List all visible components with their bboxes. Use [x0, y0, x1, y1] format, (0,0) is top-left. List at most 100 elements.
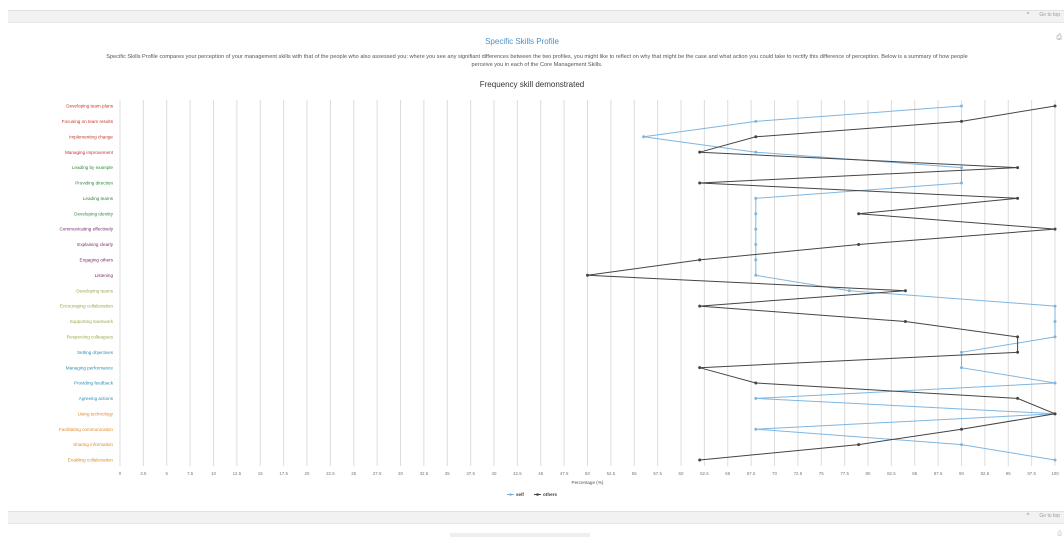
- x-tick-label: 32.5: [420, 471, 429, 476]
- x-tick-label: 80: [866, 471, 871, 476]
- x-tick-label: 87.5: [934, 471, 943, 476]
- category-label: Developing teams: [76, 288, 113, 293]
- data-point-others: [1016, 335, 1020, 339]
- category-label: Supporting teamwork: [70, 319, 114, 324]
- x-tick-label: 22.5: [326, 471, 335, 476]
- x-tick-label: 90: [959, 471, 964, 476]
- legend-label-self: self: [516, 492, 524, 497]
- section-title: Specific Skills Profile: [485, 37, 559, 46]
- x-tick-label: 62.5: [700, 471, 709, 476]
- category-label: Facilitating communication: [59, 427, 114, 432]
- x-tick-label: 40: [492, 471, 497, 476]
- category-label: Setting objectives: [77, 350, 114, 355]
- collapse-label-bottom: Go to top: [1039, 513, 1060, 519]
- chevron-up-icon: ^: [1026, 12, 1030, 18]
- x-tick-label: 100: [1051, 471, 1059, 476]
- description-line-1: Specific Skills Profile compares your pe…: [106, 54, 968, 60]
- x-tick-label: 30: [398, 471, 403, 476]
- category-label: Encouraging collaboration: [60, 304, 114, 309]
- data-point-others: [903, 289, 907, 293]
- category-label: Developing identity: [74, 211, 114, 216]
- panel-footer-bar: ^ Go to top: [8, 511, 1064, 524]
- x-tick-label: 55: [632, 471, 637, 476]
- x-tick-label: 67.5: [747, 471, 756, 476]
- data-point-self: [754, 150, 758, 154]
- category-label: Providing feedback: [74, 381, 114, 386]
- x-tick-label: 97.5: [1027, 471, 1036, 476]
- data-point-self: [1053, 304, 1057, 308]
- x-tick-label: 70: [772, 471, 777, 476]
- category-label: Listening: [95, 273, 114, 278]
- data-point-others: [698, 150, 702, 154]
- data-point-self: [754, 427, 758, 431]
- data-point-others: [1016, 196, 1020, 200]
- series-line-others: [587, 105, 1057, 461]
- data-point-others: [698, 304, 702, 308]
- x-tick-label: 77.5: [840, 471, 849, 476]
- print-icon-next[interactable]: ⎙: [1057, 531, 1062, 537]
- data-point-others: [586, 273, 589, 277]
- data-point-self: [960, 366, 963, 370]
- x-tick-label: 57.5: [653, 471, 662, 476]
- data-point-self: [754, 273, 758, 277]
- data-point-others: [1053, 227, 1057, 231]
- x-tick-label: 0: [119, 471, 122, 476]
- data-point-others: [698, 458, 702, 462]
- category-label: Leading by example: [72, 165, 114, 170]
- x-tick-label: 17.5: [279, 471, 288, 476]
- section-description: Specific Skills Profile compares your pe…: [10, 53, 1064, 69]
- data-point-others: [754, 381, 758, 385]
- category-label: Enabling collaboration: [68, 458, 114, 463]
- print-icon[interactable]: ⎙: [1056, 34, 1062, 41]
- x-tick-label: 95: [1006, 471, 1011, 476]
- collapse-toggle[interactable]: ^ Go to top: [1027, 12, 1060, 18]
- category-label: Agreeing actions: [79, 396, 114, 401]
- data-point-self: [754, 258, 758, 262]
- data-point-self: [642, 135, 646, 139]
- x-tick-label: 5: [166, 471, 169, 476]
- data-point-self: [1053, 319, 1057, 323]
- data-point-others: [1053, 412, 1057, 416]
- data-point-others: [857, 243, 861, 247]
- chevron-up-icon: ^: [1026, 513, 1030, 519]
- panel-header-bar: ^ Go to top: [8, 10, 1064, 23]
- x-tick-label: 60: [679, 471, 684, 476]
- x-tick-label: 45: [538, 471, 543, 476]
- x-tick-label: 85: [912, 471, 917, 476]
- x-axis-title: Percentage (%): [572, 480, 604, 485]
- x-tick-label: 25: [351, 471, 356, 476]
- data-point-others: [698, 366, 702, 370]
- collapse-toggle-bottom[interactable]: ^ Go to top: [1027, 513, 1060, 519]
- data-point-self: [960, 181, 963, 185]
- x-tick-label: 20: [305, 471, 310, 476]
- x-tick-label: 10: [211, 471, 216, 476]
- data-point-self: [754, 227, 758, 231]
- next-section-title-placeholder: [450, 533, 590, 537]
- category-label: Communicating effectively: [59, 227, 113, 232]
- data-point-self: [960, 443, 963, 447]
- data-point-self: [754, 212, 758, 216]
- legend-marker-self: [509, 493, 512, 496]
- data-point-others: [1016, 166, 1020, 170]
- data-point-others: [903, 319, 907, 323]
- data-point-others: [698, 181, 702, 185]
- chart-title: Frequency skill demonstrated: [479, 80, 585, 89]
- x-tick-label: 2.5: [140, 471, 147, 476]
- data-point-self: [1053, 335, 1057, 339]
- x-tick-label: 35: [445, 471, 450, 476]
- data-point-self: [754, 243, 758, 247]
- data-point-others: [1016, 350, 1020, 354]
- x-tick-label: 82.5: [887, 471, 896, 476]
- data-point-self: [960, 166, 963, 170]
- data-point-self: [754, 196, 758, 200]
- category-label: Engaging others: [80, 258, 114, 263]
- category-label: Managing performance: [66, 365, 114, 370]
- description-line-2: perceive you in each of the Core Managem…: [471, 62, 603, 68]
- x-tick-label: 72.5: [794, 471, 803, 476]
- data-point-others: [1016, 396, 1020, 400]
- category-label: Using technology: [78, 411, 114, 416]
- x-tick-label: 47.5: [560, 471, 569, 476]
- data-point-others: [754, 135, 758, 139]
- data-point-self: [754, 119, 758, 123]
- data-point-others: [960, 119, 963, 123]
